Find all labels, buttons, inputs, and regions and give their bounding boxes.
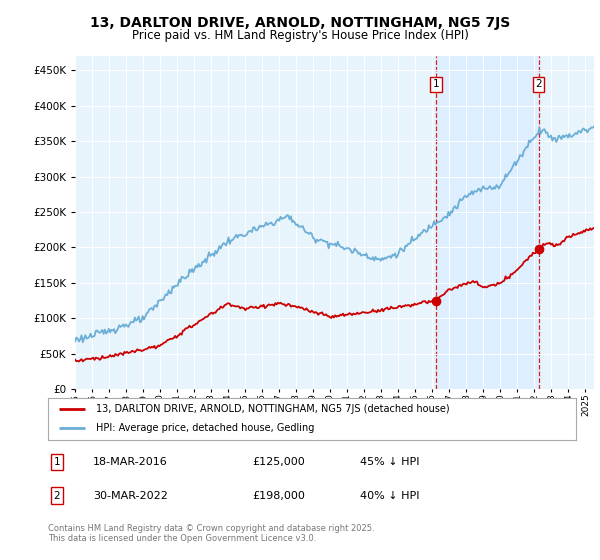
Text: 2: 2 [535, 80, 542, 90]
Text: HPI: Average price, detached house, Gedling: HPI: Average price, detached house, Gedl… [95, 423, 314, 433]
Text: 45% ↓ HPI: 45% ↓ HPI [360, 457, 419, 467]
Text: £125,000: £125,000 [252, 457, 305, 467]
Text: Contains HM Land Registry data © Crown copyright and database right 2025.
This d: Contains HM Land Registry data © Crown c… [48, 524, 374, 543]
Text: 18-MAR-2016: 18-MAR-2016 [93, 457, 168, 467]
Text: 2: 2 [53, 491, 61, 501]
Text: 1: 1 [433, 80, 439, 90]
Bar [436, 56, 539, 389]
Text: 1: 1 [53, 457, 61, 467]
Text: 40% ↓ HPI: 40% ↓ HPI [360, 491, 419, 501]
Text: 30-MAR-2022: 30-MAR-2022 [93, 491, 168, 501]
Text: £198,000: £198,000 [252, 491, 305, 501]
Text: 13, DARLTON DRIVE, ARNOLD, NOTTINGHAM, NG5 7JS (detached house): 13, DARLTON DRIVE, ARNOLD, NOTTINGHAM, N… [95, 404, 449, 414]
Text: Price paid vs. HM Land Registry's House Price Index (HPI): Price paid vs. HM Land Registry's House … [131, 29, 469, 42]
Text: 13, DARLTON DRIVE, ARNOLD, NOTTINGHAM, NG5 7JS: 13, DARLTON DRIVE, ARNOLD, NOTTINGHAM, N… [90, 16, 510, 30]
